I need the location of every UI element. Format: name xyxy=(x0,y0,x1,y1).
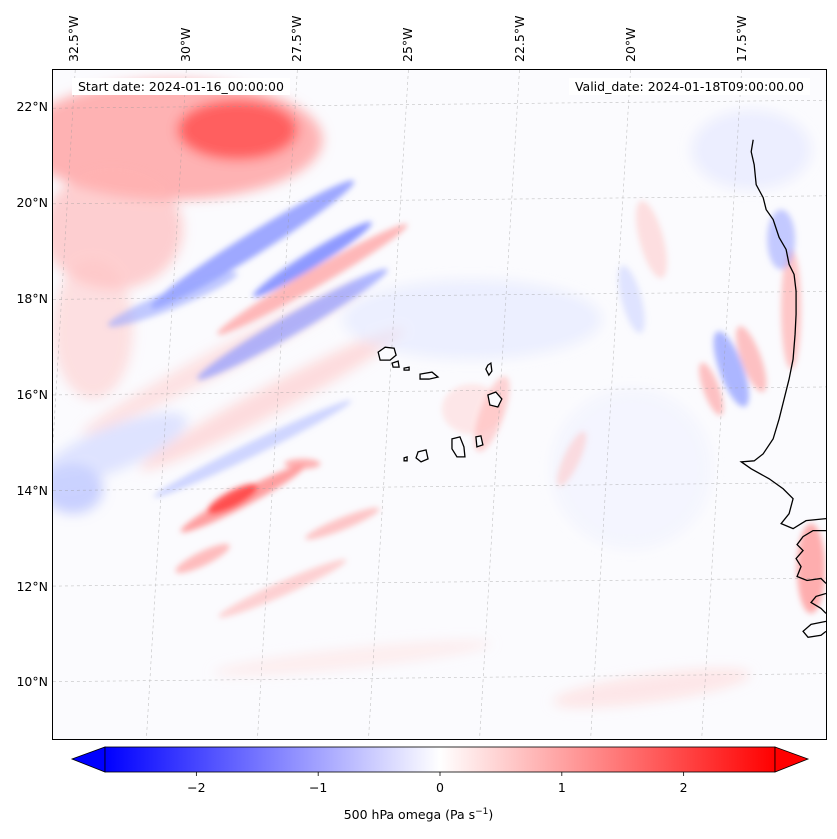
colorbar-tick-label: 1 xyxy=(557,780,566,795)
meridian-line xyxy=(146,70,187,739)
meridian-line xyxy=(368,70,409,739)
omega-field-map xyxy=(53,70,826,739)
longitude-label: 30°W xyxy=(177,27,193,62)
meridian-line xyxy=(53,70,76,448)
meridian-line xyxy=(590,70,631,739)
latitude-label: 10°N xyxy=(16,674,48,690)
longitude-label: 25°W xyxy=(400,27,416,62)
parallel-line xyxy=(53,577,826,587)
colorbar-tick-label: 2 xyxy=(679,780,688,795)
latitude-label: 16°N xyxy=(16,386,48,402)
longitude-label: 17.5°W xyxy=(734,15,750,62)
meridian-line xyxy=(701,70,742,739)
cape-verde-islands xyxy=(377,346,503,463)
colorbar-extend-low xyxy=(70,746,106,773)
longitude-label: 22.5°W xyxy=(511,15,527,62)
longitude-label: 20°W xyxy=(623,27,639,62)
latitude-label: 18°N xyxy=(16,291,48,307)
map-panel xyxy=(52,69,827,740)
valid-date-label: Valid_date: 2024-01-18T09:00:00.00 xyxy=(568,78,810,95)
latitude-label: 12°N xyxy=(16,578,48,594)
latitude-label: 22°N xyxy=(16,99,48,115)
colorbar-tick-label: 0 xyxy=(436,780,444,795)
omega-field-contours xyxy=(53,70,826,739)
meridian-line xyxy=(257,70,298,739)
longitude-label: 32.5°W xyxy=(66,15,82,62)
colorbar-body xyxy=(104,746,776,773)
colorbar-tick-label: −2 xyxy=(187,780,206,795)
latitude-label: 14°N xyxy=(16,482,48,498)
colorbar-ticks xyxy=(195,772,685,776)
colorbar-extend-high xyxy=(774,746,810,773)
colorbar-label: 500 hPa omega (Pa s−1) xyxy=(343,807,494,823)
colorbar xyxy=(70,746,810,776)
colorbar-tick-label: −1 xyxy=(308,780,328,795)
latitude-label: 20°N xyxy=(16,195,48,211)
coastline xyxy=(739,139,826,639)
longitude-label: 27.5°W xyxy=(288,15,304,62)
start-date-label: Start date: 2024-01-16_00:00:00 xyxy=(72,78,290,95)
